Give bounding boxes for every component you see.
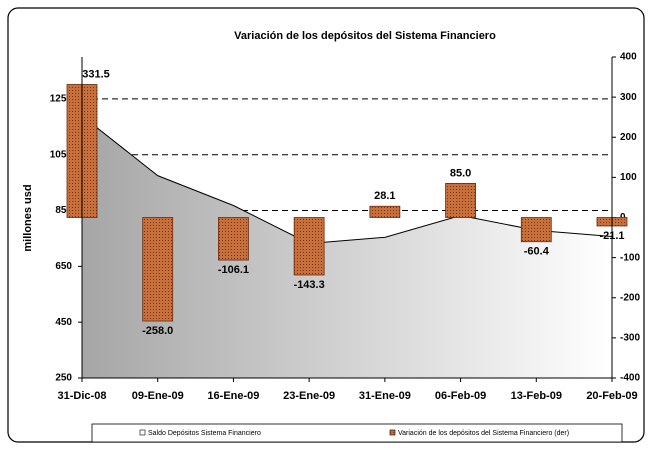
area: [82, 115, 612, 379]
y2-tick-label: 400: [620, 52, 637, 63]
x-tick-label: 23-Ene-09: [283, 390, 335, 402]
legend: [91, 423, 623, 443]
y2-tick-label: -400: [620, 373, 640, 384]
y-tick-label: 1050: [50, 149, 73, 160]
y-tick-label: 450: [55, 317, 72, 328]
y2-tick-label: -200: [620, 292, 640, 303]
bar: [445, 182, 476, 218]
data-label: -60.4: [524, 246, 550, 258]
y2-tick-label: 300: [620, 92, 637, 103]
y2-tick-label: 200: [620, 132, 637, 143]
bar: [369, 205, 401, 218]
y-tick-label: 850: [55, 205, 72, 216]
x-tick-label: 31-Dic-08: [58, 390, 107, 402]
y-tick-label: 650: [55, 261, 72, 272]
chart-title: Variación de los depósitos del Sistema F…: [234, 30, 496, 42]
x-tick-label: 20-Feb-09: [586, 390, 637, 402]
y-axis-label: millones usd: [22, 184, 34, 251]
x-tick-label: 13-Feb-09: [511, 390, 562, 402]
data-label: -258.0: [142, 325, 173, 337]
legend-label: Variación de los depósitos del Sistema F…: [398, 430, 569, 437]
y-tick-label: 1250: [50, 94, 73, 105]
legend-swatch: [389, 429, 396, 436]
bar: [520, 217, 552, 243]
data-label: 28.1: [374, 190, 395, 202]
bar: [293, 217, 325, 276]
bar: [218, 217, 249, 261]
data-label: 331.5: [82, 68, 110, 80]
x-tick-label: 09-Ene-09: [132, 390, 184, 402]
x-tick-label: 16-Ene-09: [207, 390, 259, 402]
bar: [142, 217, 174, 322]
legend-swatch: [139, 429, 146, 436]
data-label: 85.0: [450, 167, 471, 179]
y2-tick-label: -100: [620, 252, 640, 263]
x-tick-label: 06-Feb-09: [435, 390, 486, 402]
data-label: -143.3: [294, 279, 325, 291]
data-label: -106.1: [218, 264, 249, 276]
y2-tick-label: 100: [620, 172, 637, 183]
x-tick-label: 31-Ene-09: [359, 390, 411, 402]
y2-tick-label: -300: [620, 333, 640, 344]
y-tick-label: 250: [55, 373, 72, 384]
legend-label: Saldo Depósitos Sistema Financiero: [148, 430, 261, 437]
